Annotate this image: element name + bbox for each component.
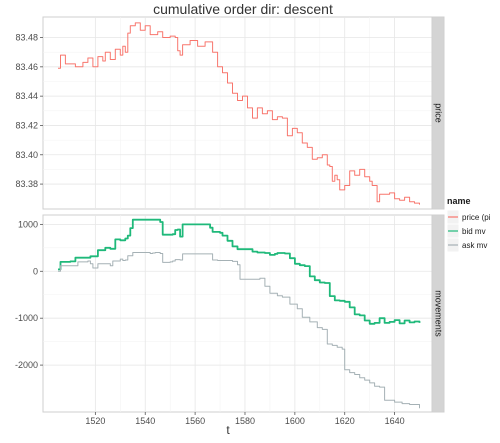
- series-line-ask-mv: [58, 252, 420, 409]
- y-tick-label: 83.42: [15, 120, 38, 130]
- legend-label: bid mv: [462, 227, 486, 236]
- y-tick-label: -2000: [15, 360, 38, 370]
- y-tick-label: 83.48: [15, 33, 38, 43]
- legend-title: name: [447, 196, 471, 206]
- legend-label: price (pi: [462, 213, 491, 222]
- y-tick-label: 83.38: [15, 179, 38, 189]
- x-axis-title: t: [226, 423, 230, 437]
- y-tick-label: -1000: [15, 313, 38, 323]
- facet-strip: [431, 214, 445, 413]
- facet-strip-label: movements: [434, 290, 444, 337]
- chart-title: cumulative order dir: descent: [153, 1, 333, 17]
- x-tick-label: 1640: [385, 416, 405, 426]
- x-tick-label: 1520: [85, 416, 105, 426]
- y-tick-label: 83.46: [15, 62, 38, 72]
- y-tick-label: 0: [33, 266, 38, 276]
- facet-strip-label: price: [434, 103, 444, 123]
- y-tick-label: 83.40: [15, 150, 38, 160]
- x-tick-label: 1600: [285, 416, 305, 426]
- panel-background: [42, 16, 433, 210]
- y-tick-label: 1000: [18, 219, 38, 229]
- x-tick-label: 1620: [335, 416, 355, 426]
- x-tick-label: 1540: [135, 416, 155, 426]
- facet-strip: [431, 16, 445, 210]
- x-tick-label: 1560: [185, 416, 205, 426]
- series-line-price-pi: [58, 22, 420, 205]
- y-tick-label: 83.44: [15, 91, 38, 101]
- series-line-bid-mv: [58, 218, 421, 325]
- x-tick-label: 1580: [235, 416, 255, 426]
- legend-label: ask mv: [462, 241, 487, 250]
